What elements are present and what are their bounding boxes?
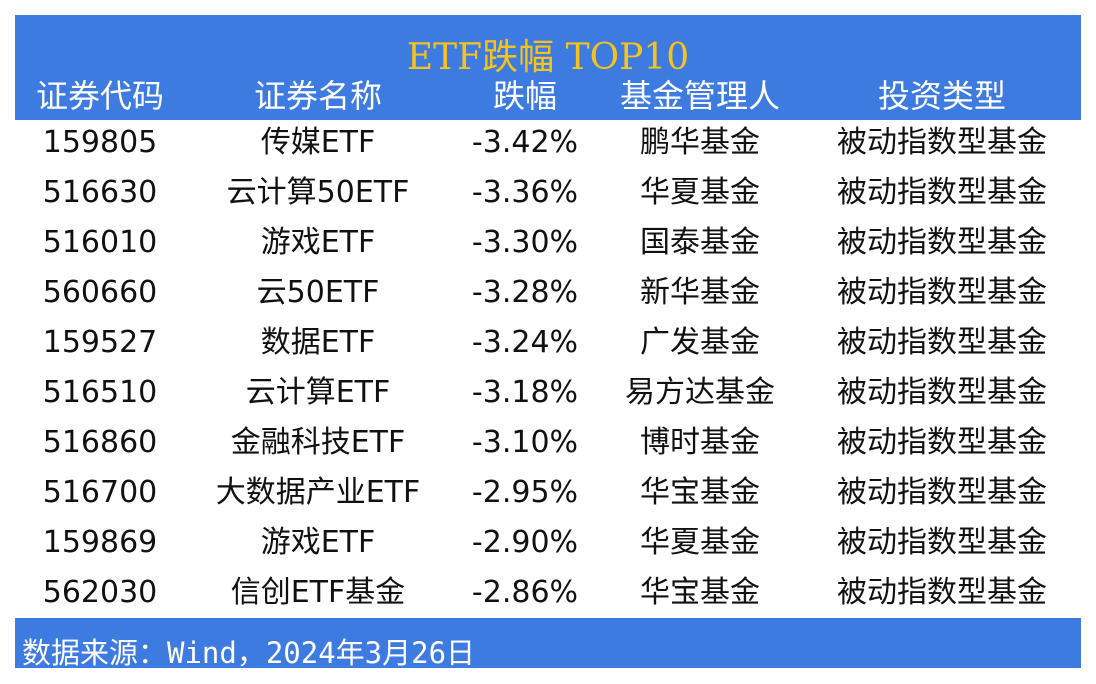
- table-cell: 159527: [42, 325, 158, 360]
- table-cell: 被动指数型基金: [837, 275, 1047, 310]
- table-cell: 传媒ETF: [260, 125, 376, 160]
- table-cell: -3.18%: [471, 375, 579, 410]
- table-cell: -2.86%: [471, 575, 579, 610]
- table-cell: 被动指数型基金: [837, 125, 1047, 160]
- header-band: [15, 15, 1081, 120]
- table-cell: 大数据产业ETF: [215, 475, 421, 510]
- table-cell: 鹏华基金: [640, 125, 760, 160]
- table-cell: 被动指数型基金: [837, 525, 1047, 560]
- table-cell: 516860: [42, 425, 158, 460]
- table-cell: 被动指数型基金: [837, 475, 1047, 510]
- table-cell: 云50ETF: [256, 275, 380, 310]
- table-cell: 560660: [42, 275, 158, 310]
- table-cell: 华宝基金: [640, 475, 760, 510]
- table-cell: 易方达基金: [625, 375, 775, 410]
- column-header: 基金管理人: [619, 77, 781, 115]
- table-cell: 被动指数型基金: [837, 175, 1047, 210]
- table-cell: -2.90%: [471, 525, 579, 560]
- table-cell: 159869: [42, 525, 158, 560]
- table-cell: 数据ETF: [260, 325, 376, 360]
- table-cell: 华夏基金: [640, 525, 760, 560]
- table-cell: 博时基金: [640, 425, 760, 460]
- table-cell: 被动指数型基金: [837, 225, 1047, 260]
- table-cell: -2.95%: [471, 475, 579, 510]
- table-cell: 华宝基金: [640, 575, 760, 610]
- footer-band: [15, 618, 1081, 668]
- title: ETF跌幅 TOP10: [406, 37, 690, 78]
- table-cell: 159805: [42, 125, 158, 160]
- column-header: 证券名称: [253, 77, 383, 115]
- table-cell: 国泰基金: [640, 225, 760, 260]
- table-cell: 云计算ETF: [245, 375, 391, 410]
- table-cell: 云计算50ETF: [226, 175, 410, 210]
- table-cell: 信创ETF基金: [230, 575, 406, 610]
- column-header: 跌幅: [492, 77, 558, 115]
- table-cell: 新华基金: [640, 275, 760, 310]
- source: 数据来源：Wind，2024年3月26日: [22, 636, 476, 670]
- table-cell: 广发基金: [640, 325, 760, 360]
- table-cell: 被动指数型基金: [837, 425, 1047, 460]
- table-cell: 516630: [42, 175, 158, 210]
- table-cell: -3.30%: [471, 225, 579, 260]
- table-cell: 被动指数型基金: [837, 375, 1047, 410]
- column-header: 投资类型: [877, 77, 1007, 115]
- table-cell: 562030: [42, 575, 158, 610]
- table-cell: 516010: [42, 225, 158, 260]
- table-cell: -3.24%: [471, 325, 579, 360]
- table-cell: -3.10%: [471, 425, 579, 460]
- table-cell: 游戏ETF: [260, 525, 376, 560]
- table-cell: -3.42%: [471, 125, 579, 160]
- table-cell: 游戏ETF: [260, 225, 376, 260]
- table-cell: 华夏基金: [640, 175, 760, 210]
- table-cell: 被动指数型基金: [837, 575, 1047, 610]
- table-cell: -3.28%: [471, 275, 579, 310]
- table-cell: 被动指数型基金: [837, 325, 1047, 360]
- table-cell: 516510: [42, 375, 158, 410]
- table-cell: 516700: [42, 475, 158, 510]
- table-cell: 金融科技ETF: [230, 425, 406, 460]
- column-header: 证券代码: [35, 77, 165, 115]
- table-cell: -3.36%: [471, 175, 579, 210]
